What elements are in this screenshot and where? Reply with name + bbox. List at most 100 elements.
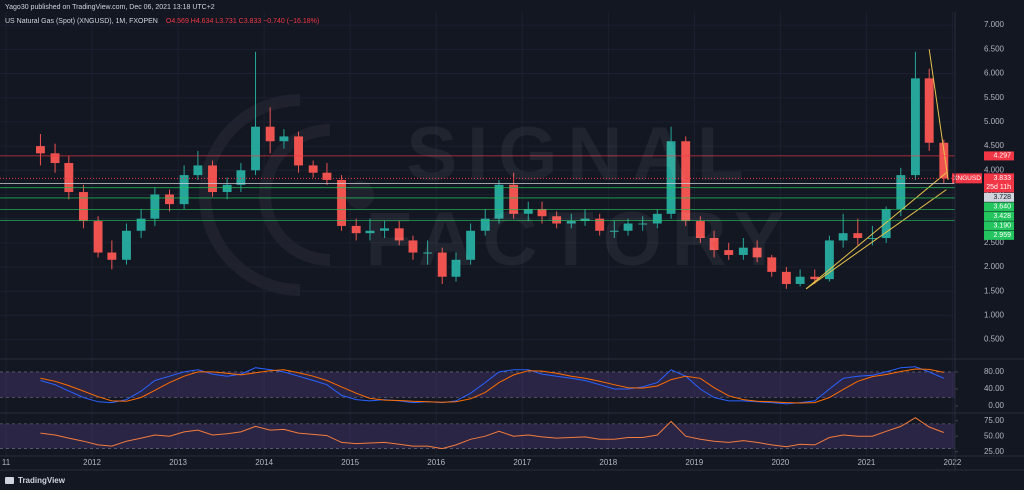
candle-body bbox=[781, 271, 791, 284]
candle-body bbox=[193, 165, 203, 176]
candle-body bbox=[236, 170, 246, 185]
watermark-text: FACTORY bbox=[366, 197, 795, 282]
candle-body bbox=[509, 184, 519, 214]
x-tick-label: 2014 bbox=[255, 458, 273, 467]
candle-body bbox=[910, 78, 920, 176]
candle-body bbox=[767, 257, 777, 272]
level-label-box bbox=[984, 211, 1014, 221]
candle-body bbox=[695, 221, 705, 239]
candle-body bbox=[466, 230, 476, 260]
candle-body bbox=[681, 141, 691, 222]
indicator-line bbox=[40, 368, 944, 404]
x-tick-label: 2017 bbox=[513, 458, 531, 467]
candle-body bbox=[537, 208, 547, 217]
x-tick-label: 2013 bbox=[169, 458, 187, 467]
candle-body bbox=[451, 259, 461, 277]
trendline bbox=[928, 49, 949, 181]
candle-body bbox=[623, 223, 633, 231]
indicator-band bbox=[0, 423, 955, 449]
level-label: 3.428 bbox=[993, 213, 1011, 220]
y-tick-label: 2.500 bbox=[984, 238, 1005, 247]
candle-body bbox=[380, 228, 390, 231]
candle-body bbox=[408, 240, 418, 253]
candle-body bbox=[294, 136, 303, 166]
last-price-symbol: XNGUSD bbox=[953, 175, 981, 182]
y-tick-label: 1.000 bbox=[984, 311, 1005, 320]
y-tick-label: 0.00 bbox=[988, 401, 1004, 410]
candle-body bbox=[165, 194, 174, 205]
candle-body bbox=[795, 276, 805, 284]
candle-body bbox=[64, 163, 74, 193]
y-tick-label: 75.00 bbox=[984, 416, 1005, 425]
y-tick-label: 5.000 bbox=[984, 117, 1005, 126]
grid-layer bbox=[0, 12, 955, 456]
candle-body bbox=[122, 230, 131, 260]
candle-body bbox=[709, 238, 719, 251]
candle-body bbox=[179, 175, 189, 205]
level-label-box bbox=[984, 151, 1014, 161]
candle-body bbox=[867, 238, 877, 240]
candle-body bbox=[580, 218, 590, 222]
x-tick-label: 2020 bbox=[771, 458, 789, 467]
candle-body bbox=[652, 213, 662, 224]
candle-body bbox=[824, 240, 834, 280]
y-tick-label: 4.500 bbox=[984, 141, 1005, 150]
candle-body bbox=[924, 78, 934, 143]
candle-body bbox=[838, 233, 848, 241]
candle-body bbox=[107, 252, 117, 260]
y-tick-label: 0.500 bbox=[984, 335, 1005, 344]
candle-body bbox=[752, 247, 762, 258]
last-price-box bbox=[984, 173, 1014, 193]
y-tick-label: 2.000 bbox=[984, 262, 1005, 271]
level-label-box bbox=[984, 202, 1014, 212]
indicator-line bbox=[40, 417, 944, 450]
candle-body bbox=[724, 250, 734, 255]
level-label: 3.640 bbox=[993, 204, 1011, 211]
candle-body bbox=[437, 252, 447, 277]
candle-body bbox=[810, 276, 820, 280]
candle-body bbox=[494, 184, 504, 219]
candle-body bbox=[337, 179, 347, 226]
x-tick-label: 2021 bbox=[857, 458, 875, 467]
x-tick-label: 2018 bbox=[599, 458, 617, 467]
candle-body bbox=[222, 184, 232, 193]
candle-body bbox=[552, 216, 562, 224]
x-tick-label: 2015 bbox=[341, 458, 359, 467]
level-label-box bbox=[984, 221, 1014, 231]
plot-layer: 11 2012 2013 2014 2015 2016 2017 2018 2019 2020 20… bbox=[0, 20, 1014, 467]
candle-body bbox=[480, 218, 490, 231]
candle-body bbox=[322, 172, 332, 180]
candle-body bbox=[881, 208, 891, 239]
x-tick-label: 11 bbox=[2, 458, 11, 467]
candle-body bbox=[50, 153, 60, 164]
candle-body bbox=[150, 194, 160, 219]
last-price-countdown: 25d 11h bbox=[986, 184, 1011, 191]
candle-body bbox=[136, 218, 146, 231]
candle-body bbox=[279, 136, 289, 142]
indicator-band bbox=[0, 371, 955, 398]
symbol-title: US Natural Gas (Spot) (XNGUSD), 1M, FXOP… bbox=[5, 18, 158, 25]
y-tick-label: 80.00 bbox=[984, 367, 1005, 376]
x-tick-label: 2016 bbox=[427, 458, 445, 467]
candle-body bbox=[595, 218, 605, 231]
level-label-box bbox=[984, 192, 1014, 202]
candle-body bbox=[265, 126, 275, 142]
y-tick-label: 1.500 bbox=[984, 286, 1005, 295]
y-tick-label: 5.500 bbox=[984, 93, 1005, 102]
y-tick-label: 4.000 bbox=[984, 165, 1005, 174]
footer-brand: TradingView bbox=[18, 476, 66, 485]
candle-body bbox=[251, 126, 260, 171]
candle-body bbox=[853, 233, 863, 239]
level-label: 2.959 bbox=[993, 232, 1011, 239]
x-tick-label: 2012 bbox=[83, 458, 101, 467]
y-tick-label: 7.000 bbox=[984, 20, 1005, 29]
candle-body bbox=[79, 192, 88, 222]
publish-info: Yago30 published on TradingView.com, Dec… bbox=[5, 4, 215, 11]
candle-body bbox=[308, 165, 318, 173]
candle-body bbox=[609, 230, 619, 232]
y-tick-label: 25.00 bbox=[984, 447, 1005, 456]
candle-body bbox=[566, 221, 576, 224]
